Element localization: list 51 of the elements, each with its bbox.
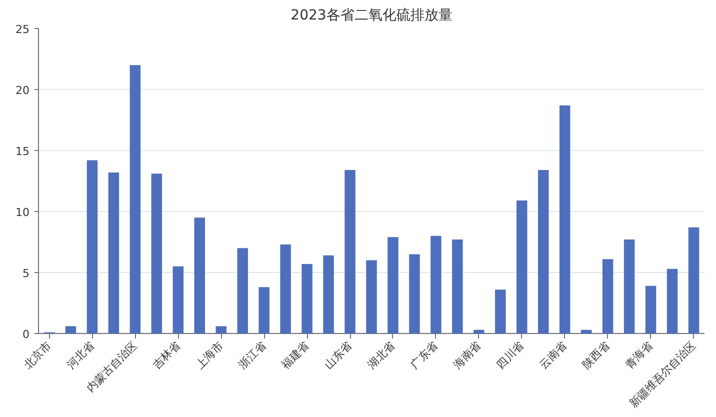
bar: [430, 236, 442, 334]
bar: [474, 330, 484, 334]
bar: [495, 290, 506, 334]
y-tick-label: 20: [16, 84, 30, 97]
bar: [666, 268, 678, 334]
bar: [151, 174, 162, 334]
y-tick-label: 25: [16, 23, 30, 36]
bar: [688, 227, 700, 334]
bar: [580, 330, 592, 334]
bar: [323, 255, 334, 334]
bar: [559, 105, 570, 334]
bar: [624, 240, 635, 334]
x-tick-label: 北京市: [21, 338, 54, 372]
bar: [194, 218, 205, 334]
bar: [172, 266, 184, 334]
x-tick-label: 陕西省: [580, 338, 612, 372]
x-tick-label: 河北省: [64, 338, 97, 372]
bar: [108, 172, 120, 334]
bar: [344, 170, 356, 334]
chart-title: 2023各省二氧化硫排放量: [290, 8, 452, 24]
x-tick-label: 湖北省: [365, 338, 398, 372]
bar: [216, 326, 226, 334]
bar: [516, 200, 528, 334]
bar: [645, 286, 656, 334]
x-tick-label: 吉林省: [150, 338, 183, 372]
bar: [237, 248, 248, 334]
x-tick-label: 四川省: [494, 338, 526, 372]
x-tick-label: 福建省: [279, 338, 312, 372]
bar: [130, 65, 141, 334]
bar: [65, 326, 76, 334]
bar: [280, 244, 291, 334]
y-tick-label: 5: [22, 267, 30, 280]
bar: [452, 240, 463, 334]
y-tick-label: 0: [22, 328, 30, 341]
y-tick-label: 10: [16, 206, 30, 219]
bar: [538, 170, 549, 334]
x-tick-label: 云南省: [536, 338, 570, 372]
x-tick-label: 山东省: [322, 338, 355, 372]
y-tick-label: 15: [16, 145, 30, 158]
bar: [258, 287, 270, 334]
bar: [602, 259, 614, 334]
bar: [409, 254, 420, 334]
bar: [366, 260, 377, 334]
x-tick-label: 浙江省: [236, 338, 269, 372]
bar: [302, 264, 312, 334]
x-tick-label: 广东省: [408, 338, 441, 372]
x-tick-label: 上海市: [193, 338, 226, 372]
x-tick-label: 青海省: [622, 338, 656, 372]
bar: [86, 160, 98, 334]
bar: [388, 237, 398, 334]
x-tick-label: 海南省: [450, 338, 484, 372]
